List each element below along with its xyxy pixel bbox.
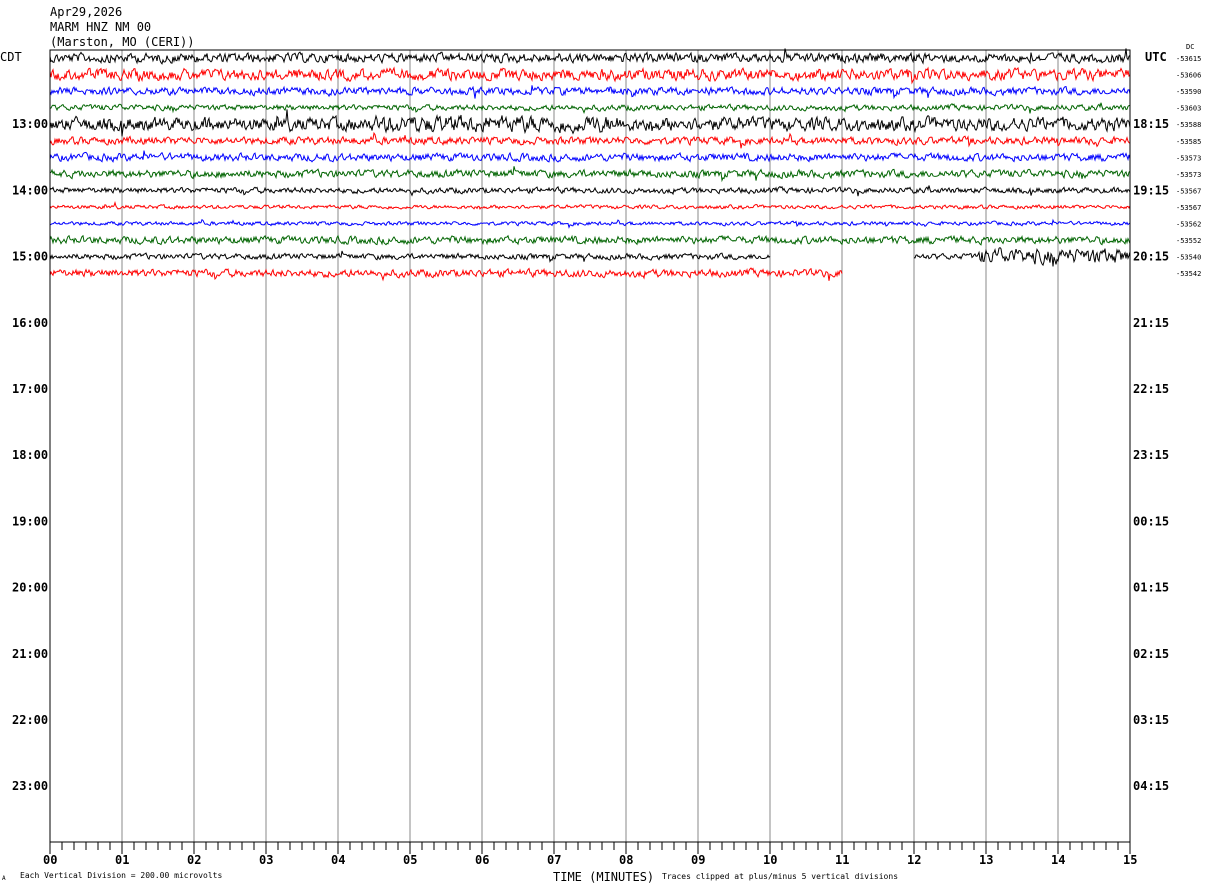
dc-label: DC: [1186, 43, 1194, 51]
x-tick-label: 02: [187, 853, 201, 867]
dc-offset-label: -53606: [1176, 72, 1201, 80]
seismic-trace: [49, 102, 1131, 115]
dc-offset-label: -53588: [1176, 121, 1201, 129]
date-label: Apr29,2026: [50, 5, 122, 19]
left-time-label: 19:00: [12, 514, 48, 528]
right-time-label: 23:15: [1133, 448, 1169, 462]
seismic-trace: [49, 267, 843, 282]
left-time-label: 20:00: [12, 581, 48, 595]
seismic-trace: [49, 131, 1131, 149]
seismic-trace: [49, 201, 1131, 210]
dc-offset-label: -53603: [1176, 105, 1201, 113]
x-tick-label: 06: [475, 853, 489, 867]
left-time-label: 14:00: [12, 183, 48, 197]
right-time-label: 04:15: [1133, 779, 1169, 793]
left-time-label: 23:00: [12, 779, 48, 793]
left-time-label: 18:00: [12, 448, 48, 462]
seismic-trace: [49, 66, 1131, 85]
location-label: (Marston, MO (CERI)): [50, 35, 195, 49]
seismic-trace: [49, 150, 1131, 163]
seismic-trace: [49, 109, 1131, 137]
x-tick-label: 14: [1051, 853, 1065, 867]
x-tick-label: 01: [115, 853, 129, 867]
dc-offset-label: -53573: [1176, 171, 1201, 179]
seismic-trace: [49, 48, 1131, 65]
x-tick-label: 07: [547, 853, 561, 867]
dc-offset-label: -53567: [1176, 187, 1201, 195]
dc-offset-label: -53585: [1176, 138, 1201, 146]
dc-offset-label: -53542: [1176, 270, 1201, 278]
x-axis-title: TIME (MINUTES): [553, 870, 654, 884]
x-tick-label: 03: [259, 853, 273, 867]
seismic-trace: [49, 218, 1131, 229]
x-tick-label: 12: [907, 853, 921, 867]
left-time-label: 16:00: [12, 316, 48, 330]
plot-border: [49, 49, 1131, 843]
left-zone-label: CDT: [0, 50, 22, 64]
right-time-label: 00:15: [1133, 514, 1169, 528]
left-time-label: 22:00: [12, 713, 48, 727]
seismic-trace: [49, 185, 1131, 197]
right-time-label: 20:15: [1133, 250, 1169, 264]
right-time-label: 01:15: [1133, 581, 1169, 595]
right-time-label: 19:15: [1133, 183, 1169, 197]
seismic-trace: [49, 250, 771, 263]
dc-offset-label: -53562: [1176, 221, 1201, 229]
right-time-label: 02:15: [1133, 647, 1169, 661]
right-time-label: 18:15: [1133, 117, 1169, 131]
seismic-trace: [49, 85, 1131, 100]
left-time-label: 17:00: [12, 382, 48, 396]
dc-offset-label: -53615: [1176, 55, 1201, 63]
left-time-label: 13:00: [12, 117, 48, 131]
x-tick-label: 09: [691, 853, 705, 867]
x-tick-label: 05: [403, 853, 417, 867]
right-zone-label: UTC: [1145, 50, 1167, 64]
right-time-label: 22:15: [1133, 382, 1169, 396]
right-time-label: 03:15: [1133, 713, 1169, 727]
x-tick-label: 15: [1123, 853, 1137, 867]
x-tick-label: 04: [331, 853, 345, 867]
x-tick-label: 10: [763, 853, 777, 867]
dc-offset-label: -53540: [1176, 254, 1201, 262]
scale-note: Each Vertical Division = 200.00 microvol…: [20, 871, 222, 880]
x-tick-label: 13: [979, 853, 993, 867]
dc-offset-label: -53590: [1176, 88, 1201, 96]
left-time-label: 15:00: [12, 250, 48, 264]
corner-mark: A: [2, 875, 6, 882]
seismic-trace: [913, 246, 1131, 267]
dc-offset-label: -53552: [1176, 237, 1201, 245]
x-tick-label: 00: [43, 853, 57, 867]
dc-offset-label: -53573: [1176, 154, 1201, 162]
x-tick-label: 08: [619, 853, 633, 867]
left-time-label: 21:00: [12, 647, 48, 661]
seismic-trace: [49, 166, 1131, 183]
right-time-label: 21:15: [1133, 316, 1169, 330]
dc-offset-label: -53567: [1176, 204, 1201, 212]
x-tick-label: 11: [835, 853, 849, 867]
seismic-trace: [49, 234, 1131, 246]
station-label: MARM HNZ NM 00: [50, 20, 151, 34]
clip-note: Traces clipped at plus/minus 5 vertical …: [662, 872, 898, 881]
